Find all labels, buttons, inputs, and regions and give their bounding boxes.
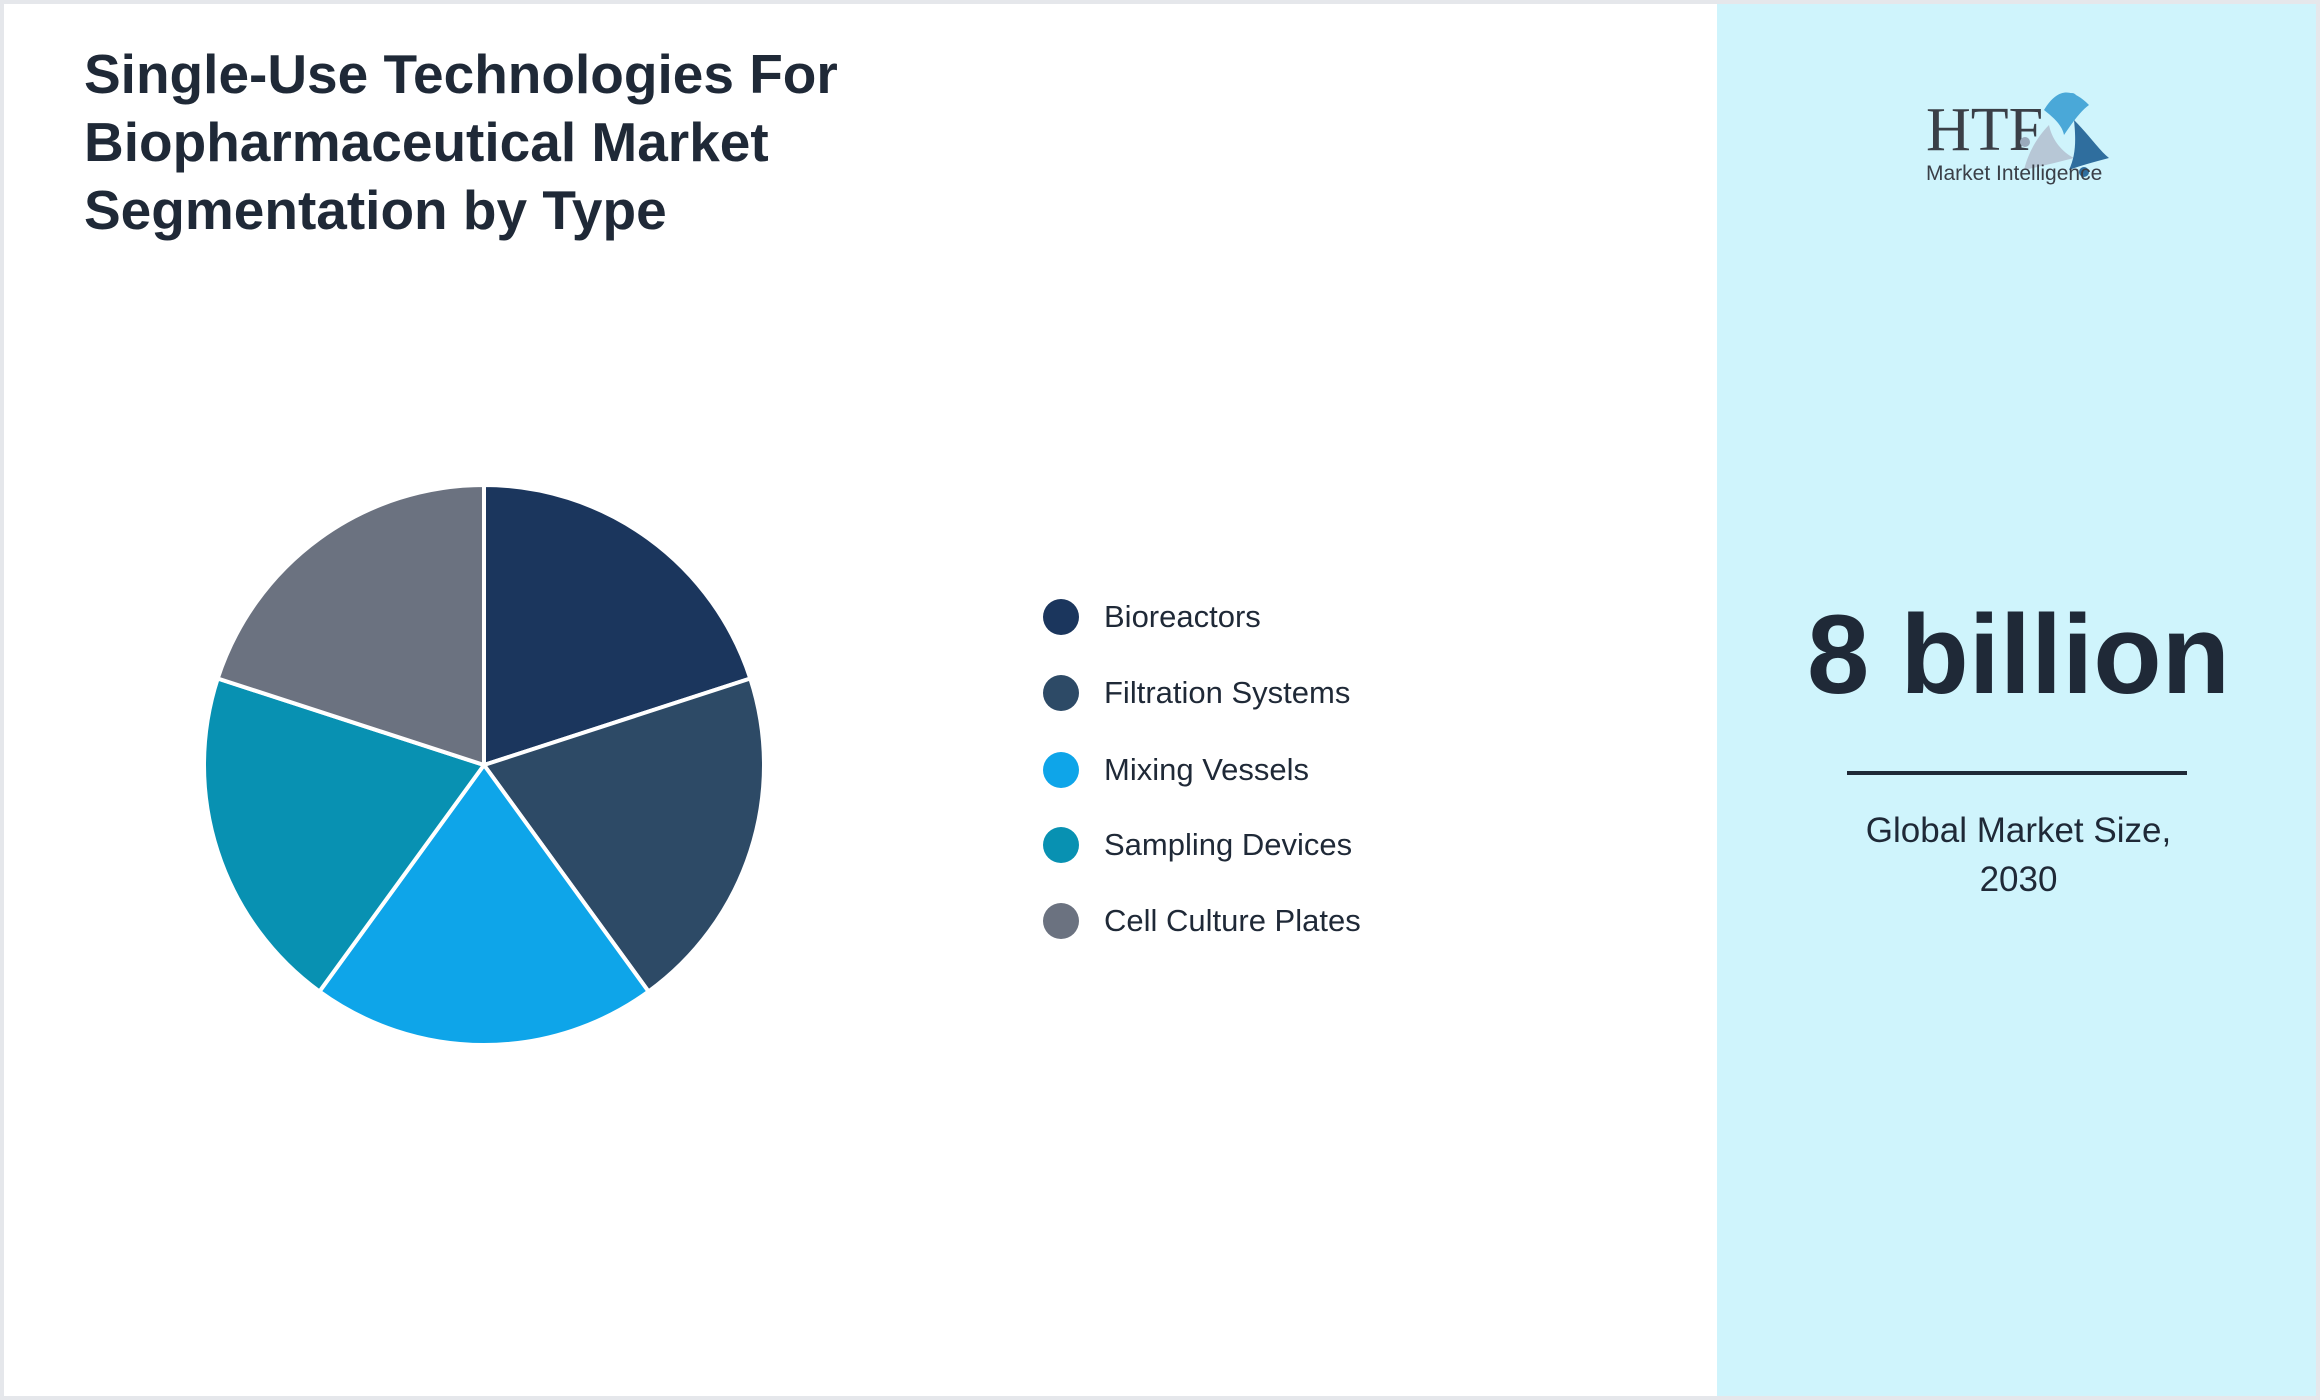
legend-item: Sampling Devices (1043, 825, 1352, 865)
pie-slice-cell-culture-plates (215, 482, 486, 768)
legend-swatch (1043, 752, 1079, 788)
pie-slice-filtration-systems (480, 675, 766, 995)
htf-logo: HTF Market Intelligence (1926, 92, 2109, 185)
pie-slice-mixing-vessels (316, 761, 652, 1047)
legend-item: Cell Culture Plates (1043, 901, 1361, 941)
divider (1847, 771, 2187, 775)
legend-label: Sampling Devices (1104, 827, 1353, 862)
market-size-caption: Global Market Size, 2030 (1717, 806, 2320, 904)
pie-chart (202, 482, 766, 1047)
market-size-panel: HTF Market Intelligence 8 billion Global… (1717, 0, 2320, 1400)
pie-slice-sampling-devices (202, 675, 488, 995)
legend-item: Filtration Systems (1043, 673, 1350, 713)
chart-title: Single-Use Technologies For Biopharmaceu… (84, 43, 838, 241)
legend-item: Bioreactors (1043, 597, 1261, 637)
legend-label: Bioreactors (1104, 599, 1261, 634)
legend-label: Filtration Systems (1104, 675, 1351, 710)
legend-label: Mixing Vessels (1104, 752, 1310, 787)
legend-swatch (1043, 827, 1079, 863)
legend-swatch (1043, 675, 1079, 711)
svg-text:HTF: HTF (1926, 96, 2043, 164)
svg-text:Market Intelligence: Market Intelligence (1926, 162, 2102, 185)
market-size-value: 8 billion (1806, 592, 2231, 717)
caption-line-1: Global Market Size, (1865, 811, 2172, 850)
legend-swatch (1043, 903, 1079, 939)
legend-label: Cell Culture Plates (1104, 903, 1361, 938)
legend-item: Mixing Vessels (1043, 750, 1309, 790)
legend-swatch (1043, 599, 1079, 635)
caption-line-2: 2030 (1979, 860, 2058, 899)
pie-slice-bioreactors (482, 482, 753, 768)
